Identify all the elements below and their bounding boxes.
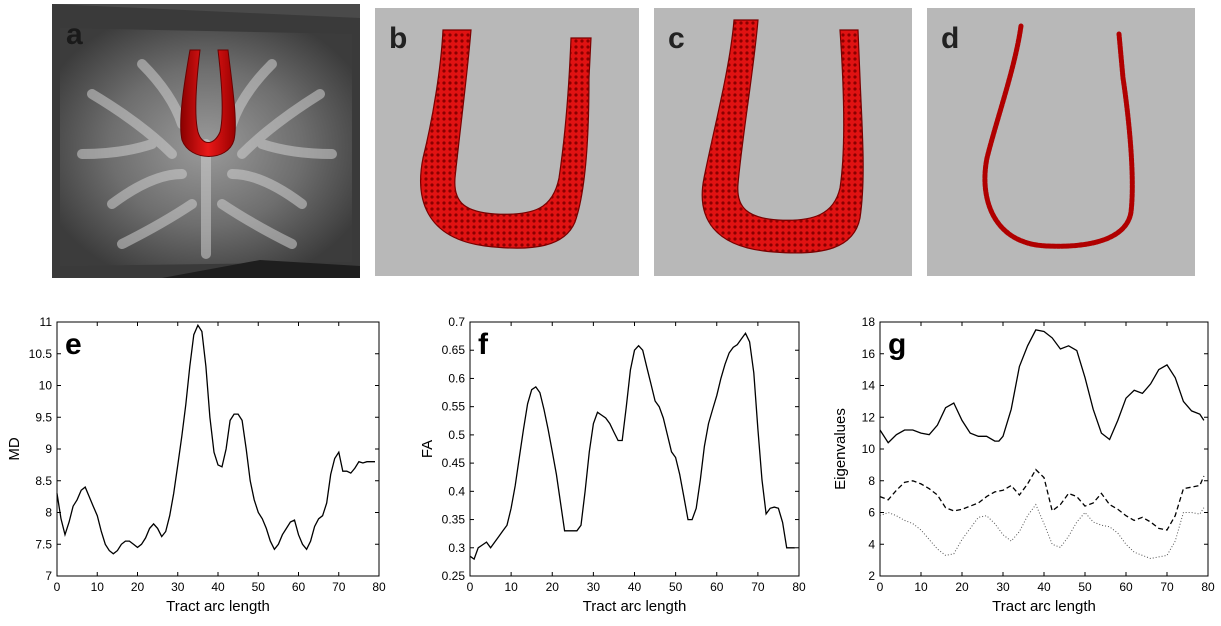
y-tick-label: 0.45	[442, 456, 466, 470]
series-line-3-dotted	[879, 503, 1205, 560]
tract-render-c	[701, 19, 864, 254]
plot-frame	[56, 321, 380, 577]
x-tick-label: 40	[211, 580, 225, 594]
x-tick-label: 50	[669, 580, 683, 594]
tract-bundle	[701, 19, 864, 254]
y-tick-label: 10	[862, 442, 876, 456]
chart-g-eigenvalues: 0 10 20 30 40 50 60 70 80 2 4 6 8 10 12 14 16 18 Tract arc…	[815, 305, 1220, 621]
y-tick-label: 12	[862, 410, 876, 424]
panel-a-brain-slice: a	[52, 4, 360, 278]
y-tick-label: 8	[45, 506, 52, 520]
y-tick-label: 16	[862, 347, 876, 361]
x-tick-label: 80	[372, 580, 386, 594]
y-tick-label: 10.5	[29, 347, 53, 361]
plot-frame	[879, 321, 1209, 577]
chart-e-svg: 0 10 20 30 40 50 60 70 80 7 7.5 8 8.5 9 9.5 10 10.5 11 Tra…	[6, 315, 386, 615]
y-tick-label: 14	[862, 379, 876, 393]
series-line-1-solid	[56, 323, 375, 555]
y-tick-label: 7.5	[35, 537, 52, 551]
y-tick-label: 0.25	[442, 569, 466, 583]
panel-letter-d: d	[941, 22, 960, 55]
slice-shadow	[162, 260, 360, 278]
y-tick-label: 0.35	[442, 513, 466, 527]
x-axis-label: Tract arc length	[166, 598, 270, 615]
panel-letter-b: b	[389, 22, 408, 55]
x-tick-label: 0	[467, 580, 474, 594]
y-tick-label: 6	[868, 506, 875, 520]
tract-render-d	[982, 23, 1135, 249]
x-tick-label: 10	[504, 580, 518, 594]
series-line-1-solid	[469, 332, 795, 561]
tract-bundle	[420, 29, 592, 249]
y-tick-label: 9.5	[35, 410, 52, 424]
x-tick-label: 70	[332, 580, 346, 594]
y-axis-label: MD	[6, 437, 23, 460]
panel-c-tract-render: c	[654, 8, 912, 276]
y-axis-label: Eigenvalues	[832, 408, 849, 490]
x-tick-label: 30	[996, 580, 1010, 594]
y-tick-label: 9	[45, 442, 52, 456]
y-tick-label: 0.4	[448, 484, 465, 498]
y-axis-label: FA	[419, 440, 436, 458]
x-tick-label: 70	[751, 580, 765, 594]
x-tick-label: 40	[628, 580, 642, 594]
y-tick-label: 2	[868, 569, 875, 583]
x-tick-label: 60	[292, 580, 306, 594]
y-tick-label: 11	[40, 315, 53, 329]
x-tick-label: 60	[710, 580, 724, 594]
y-tick-label: 0.7	[448, 315, 465, 329]
y-tick-label: 4	[868, 537, 875, 551]
y-tick-label: 18	[862, 315, 876, 329]
chart-f-svg: 0 10 20 30 40 50 60 70 80 0.25 0.3 0.35 0.4 0.45 0.5 0.…	[419, 315, 806, 615]
tract-bundle	[180, 49, 236, 157]
x-tick-label: 80	[792, 580, 806, 594]
y-tick-label: 7	[45, 569, 52, 583]
y-tick-label: 0.55	[442, 400, 466, 414]
x-tick-label: 10	[914, 580, 928, 594]
panel-letter-f: f	[478, 328, 489, 361]
y-tick-label: 10	[39, 379, 53, 393]
panel-letter-a: a	[66, 18, 83, 51]
plot-frame	[469, 321, 800, 577]
panel-b-tract-render: b	[375, 8, 639, 276]
x-tick-label: 70	[1160, 580, 1174, 594]
x-tick-label: 50	[1078, 580, 1092, 594]
y-tick-label: 8.5	[35, 474, 52, 488]
x-tick-label: 30	[587, 580, 601, 594]
x-tick-label: 30	[171, 580, 185, 594]
x-axis-label: Tract arc length	[583, 598, 687, 615]
x-tick-label: 40	[1037, 580, 1051, 594]
y-tick-label: 8	[868, 474, 875, 488]
tract-centerline	[982, 23, 1135, 249]
panel-letter-g: g	[888, 328, 906, 361]
chart-f-fa: 0 10 20 30 40 50 60 70 80 0.25 0.3 0.35 0.4 0.45 0.5 0.…	[407, 305, 807, 621]
chart-g-svg: 0 10 20 30 40 50 60 70 80 2 4 6 8 10 12 14 16 18 Tract arc…	[832, 315, 1215, 615]
y-tick-label: 0.6	[448, 371, 465, 385]
panel-letter-c: c	[668, 22, 685, 55]
y-tick-label: 0.65	[442, 343, 466, 357]
chart-e-md: 0 10 20 30 40 50 60 70 80 7 7.5 8 8.5 9 9.5 10 10.5 11 Tra…	[0, 305, 400, 621]
x-tick-label: 60	[1119, 580, 1133, 594]
x-tick-label: 50	[252, 580, 266, 594]
x-tick-label: 20	[546, 580, 560, 594]
brain-slice-render	[52, 4, 360, 278]
panel-d-tract-centerline: d	[927, 8, 1195, 276]
x-tick-label: 20	[955, 580, 969, 594]
x-tick-label: 20	[131, 580, 145, 594]
x-tick-label: 0	[54, 580, 61, 594]
panel-letter-e: e	[65, 328, 82, 361]
y-tick-label: 0.5	[448, 428, 465, 442]
x-tick-label: 80	[1201, 580, 1215, 594]
tract-render-b	[420, 29, 592, 249]
series-line-1-solid	[879, 329, 1205, 444]
y-tick-label: 0.3	[448, 541, 465, 555]
x-tick-label: 10	[91, 580, 105, 594]
x-axis-label: Tract arc length	[992, 598, 1096, 615]
series-line-2-dashed	[879, 468, 1205, 531]
x-tick-label: 0	[877, 580, 884, 594]
